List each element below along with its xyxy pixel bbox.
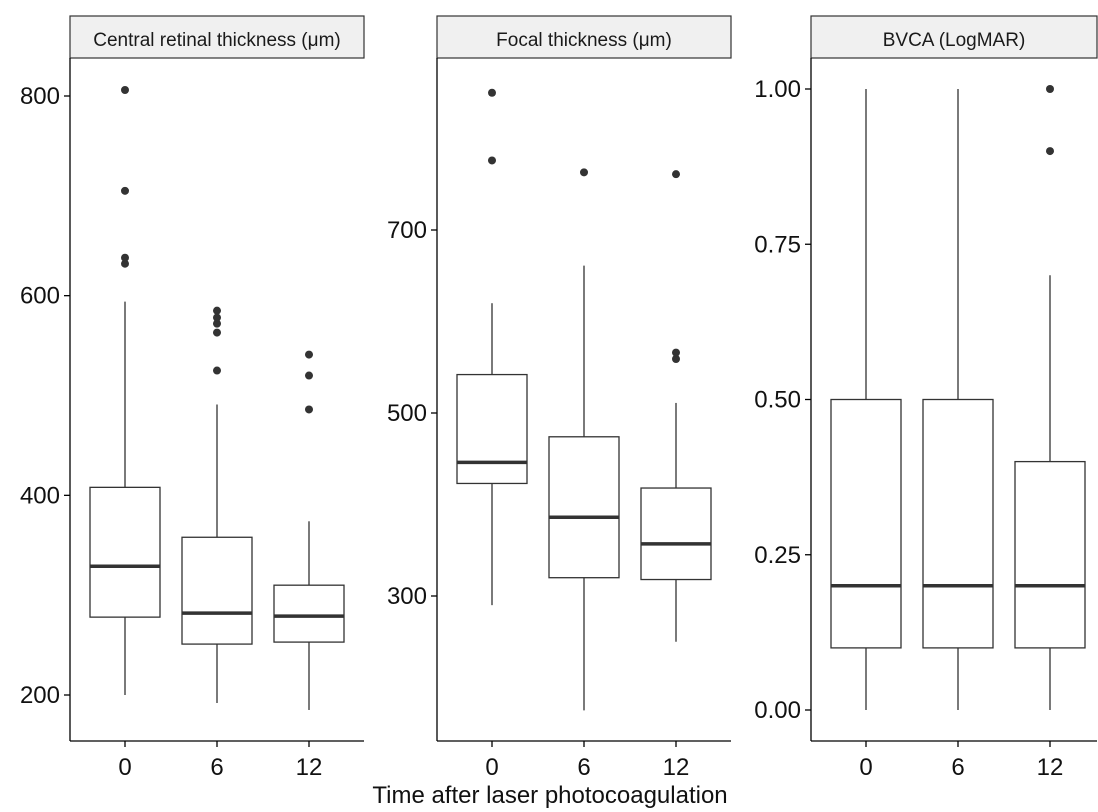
facet-strip (810, 15, 1098, 59)
y-tick-label: 300 (387, 583, 427, 610)
x-tick-label: 12 (296, 754, 323, 781)
outlier-point (672, 348, 680, 357)
iqr-box (640, 487, 712, 581)
iqr-box (548, 436, 620, 579)
facet-strip (436, 15, 732, 59)
outlier-point (121, 186, 129, 195)
outlier-point (213, 306, 221, 315)
facet-title: Focal thickness (μm) (496, 30, 672, 51)
y-tick-label: 500 (387, 400, 427, 427)
y-tick-label: 600 (20, 283, 60, 310)
x-tick-label: 0 (485, 754, 498, 781)
outlier-point (213, 328, 221, 337)
outlier-point (213, 319, 221, 328)
outlier-point (1046, 85, 1054, 93)
outlier-point (121, 86, 129, 95)
y-tick-label: 0.50 (754, 387, 801, 414)
outlier-point (305, 371, 313, 380)
outlier-point (121, 259, 129, 268)
outlier-point (580, 168, 588, 177)
x-tick-label: 6 (210, 754, 223, 781)
facet-strip (69, 15, 365, 59)
iqr-box (922, 398, 994, 649)
outlier-point (488, 156, 496, 165)
iqr-box (456, 373, 528, 485)
outlier-point (213, 313, 221, 322)
y-tick-label: 1.00 (754, 76, 801, 103)
iqr-box (89, 486, 161, 618)
outlier-point (672, 170, 680, 179)
x-tick-label: 0 (118, 754, 131, 781)
x-tick-label: 12 (1037, 754, 1064, 781)
y-tick-label: 200 (20, 682, 60, 709)
iqr-box (273, 584, 345, 643)
outlier-point (1046, 147, 1054, 156)
iqr-box (181, 536, 253, 645)
y-tick-label: 0.00 (754, 697, 801, 724)
facet-title: BVCA (LogMAR) (883, 30, 1026, 51)
outlier-point (305, 350, 313, 359)
outlier-point (121, 253, 129, 262)
x-axis-title: Time after laser photocoagulation (372, 782, 728, 809)
outlier-point (305, 405, 313, 414)
y-tick-label: 400 (20, 482, 60, 509)
x-tick-label: 6 (577, 754, 590, 781)
y-tick-label: 700 (387, 217, 427, 244)
outlier-point (488, 88, 496, 97)
x-tick-label: 12 (663, 754, 690, 781)
x-tick-label: 6 (951, 754, 964, 781)
outlier-point (672, 355, 680, 364)
y-tick-label: 800 (20, 83, 60, 110)
y-tick-label: 0.25 (754, 542, 801, 569)
facet-title: Central retinal thickness (μm) (93, 30, 340, 51)
y-tick-label: 0.75 (754, 231, 801, 258)
x-tick-label: 0 (859, 754, 872, 781)
iqr-box (830, 398, 902, 649)
iqr-box (1014, 460, 1086, 649)
outlier-point (213, 366, 221, 375)
